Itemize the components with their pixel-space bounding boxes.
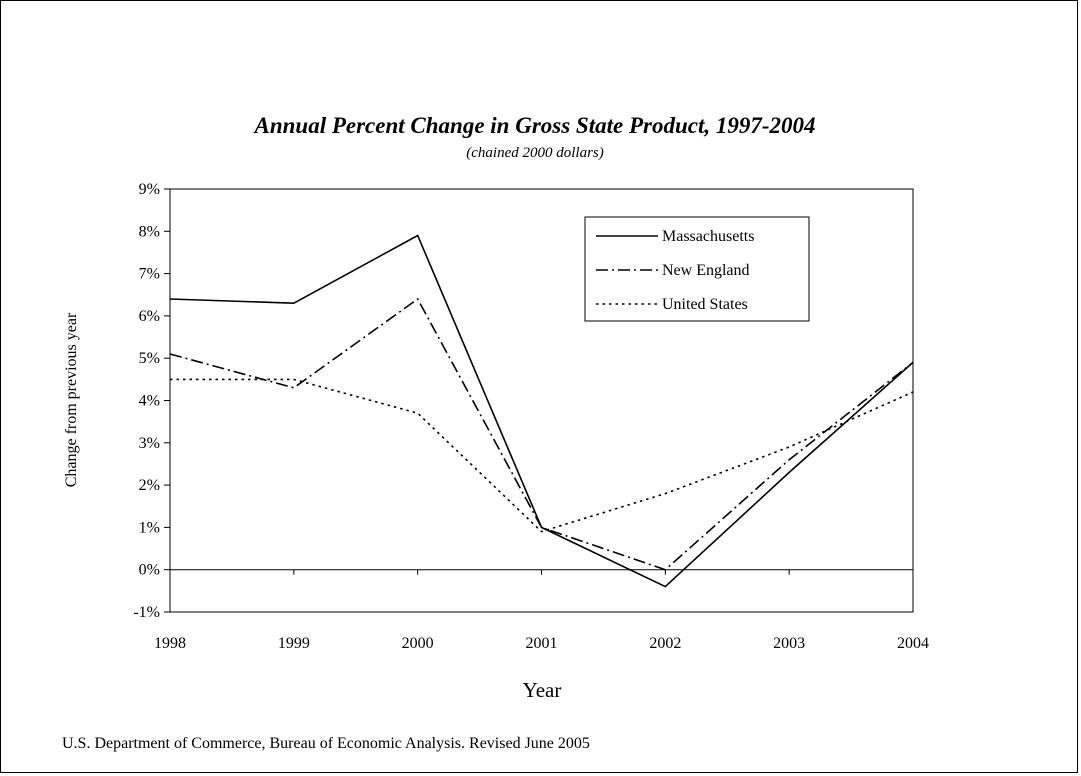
- legend: Massachusetts New England United States: [584, 216, 810, 322]
- x-tick-label: 1998: [154, 635, 186, 652]
- series-line-new-england: [169, 297, 914, 571]
- legend-label-united-states: United States: [662, 296, 748, 313]
- chart-subtitle: (chained 2000 dollars): [466, 145, 603, 161]
- x-tick-label: 2001: [526, 635, 558, 652]
- series-line-massachusetts: [169, 234, 914, 588]
- y-tick-label: 0%: [139, 562, 160, 579]
- x-tick-label: 1999: [278, 635, 310, 652]
- y-tick-label: 8%: [139, 223, 160, 240]
- x-tick-label: 2003: [773, 635, 805, 652]
- x-axis-label: Year: [523, 678, 562, 702]
- axes: -1% 0% 1% 2% 3% 4% 5% 6% 7% 8% 9% 1998 1999 2000 2001 2…: [133, 181, 929, 652]
- y-tick-label: 7%: [139, 266, 160, 283]
- y-tick-label: 5%: [139, 350, 160, 367]
- x-tick-label: 2004: [897, 635, 929, 652]
- chart-title: Annual Percent Change in Gross State Pro…: [252, 113, 815, 138]
- y-tick-label: 2%: [139, 477, 160, 494]
- source-note: U.S. Department of Commerce, Bureau of E…: [62, 735, 590, 752]
- y-axis-label: Change from previous year: [63, 312, 80, 487]
- y-tick-label: -1%: [133, 604, 160, 621]
- legend-label-massachusetts: Massachusetts: [662, 228, 754, 245]
- y-tick-label: 4%: [139, 393, 160, 410]
- y-tick-label: 3%: [139, 435, 160, 452]
- x-tick-label: 2002: [649, 635, 681, 652]
- legend-label-new-england: New England: [662, 262, 750, 279]
- y-tick-label: 9%: [139, 181, 160, 198]
- y-tick-label: 6%: [139, 308, 160, 325]
- series-line-united-states: [170, 378, 914, 533]
- x-tick-label: 2000: [402, 635, 434, 652]
- series-layer: [169, 234, 914, 588]
- y-tick-label: 1%: [139, 519, 160, 536]
